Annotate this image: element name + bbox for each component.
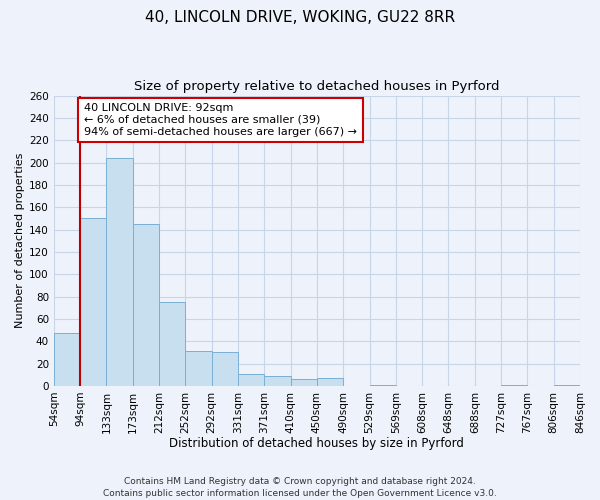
Text: Contains HM Land Registry data © Crown copyright and database right 2024.
Contai: Contains HM Land Registry data © Crown c… <box>103 476 497 498</box>
X-axis label: Distribution of detached houses by size in Pyrford: Distribution of detached houses by size … <box>169 437 464 450</box>
Bar <box>370 384 396 386</box>
Text: 40, LINCOLN DRIVE, WOKING, GU22 8RR: 40, LINCOLN DRIVE, WOKING, GU22 8RR <box>145 10 455 25</box>
Bar <box>501 384 527 386</box>
Bar <box>185 351 212 386</box>
Bar <box>317 378 343 386</box>
Bar <box>159 302 185 386</box>
Bar <box>212 352 238 386</box>
Bar <box>290 379 317 386</box>
Bar <box>133 224 159 386</box>
Text: 40 LINCOLN DRIVE: 92sqm
← 6% of detached houses are smaller (39)
94% of semi-det: 40 LINCOLN DRIVE: 92sqm ← 6% of detached… <box>84 104 357 136</box>
Bar <box>238 374 264 386</box>
Bar <box>54 334 80 386</box>
Bar <box>106 158 133 386</box>
Y-axis label: Number of detached properties: Number of detached properties <box>15 153 25 328</box>
Bar <box>554 384 580 386</box>
Bar <box>80 218 106 386</box>
Title: Size of property relative to detached houses in Pyrford: Size of property relative to detached ho… <box>134 80 500 93</box>
Bar <box>264 376 290 386</box>
